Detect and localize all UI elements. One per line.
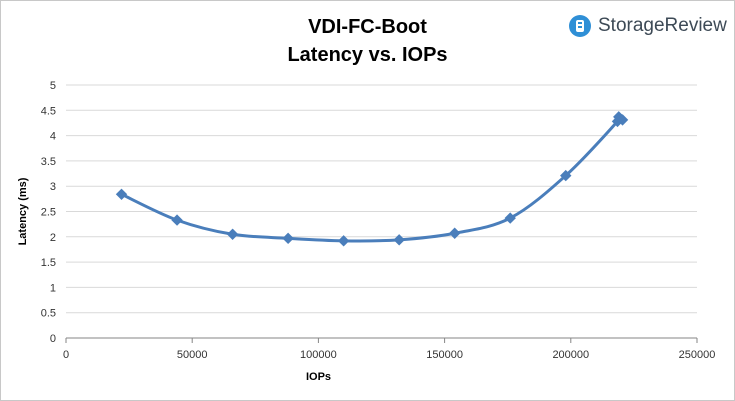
chart-title: VDI-FC-Boot — [308, 16, 427, 38]
data-point — [226, 228, 239, 240]
x-axis-ticks: 0 50000 100000 150000 200000 250000 — [63, 338, 715, 361]
data-point — [171, 214, 183, 226]
y-tick-label: 5 — [50, 80, 56, 92]
x-tick-label: 0 — [63, 349, 69, 361]
data-point — [616, 114, 629, 126]
data-point — [448, 227, 461, 239]
chart-subtitle: Latency vs. IOPs — [287, 44, 448, 66]
gridlines — [66, 84, 697, 314]
data-point — [504, 212, 516, 224]
storagereview-logo: StorageReview — [568, 12, 727, 40]
y-tick-label: 1.5 — [41, 257, 56, 269]
y-axis-title: Latency (ms) — [17, 177, 29, 245]
storagereview-logo-icon — [569, 15, 591, 37]
series-markers — [115, 111, 629, 247]
data-point — [282, 232, 294, 245]
y-tick-label: 3.5 — [41, 156, 56, 168]
x-tick-label: 150000 — [426, 349, 463, 361]
y-tick-label: 2 — [50, 232, 56, 244]
x-axis-title: IOPs — [306, 371, 331, 383]
x-tick-label: 50000 — [177, 349, 208, 361]
y-tick-label: 0 — [50, 333, 56, 345]
series-line — [120, 114, 624, 243]
data-point — [560, 169, 572, 182]
y-axis-ticks: 0 0.5 1 1.5 2 2.5 3 3.5 4 4.5 5 — [41, 80, 56, 345]
x-tick-label: 100000 — [300, 349, 337, 361]
data-point — [337, 235, 350, 247]
y-tick-label: 4.5 — [41, 105, 56, 117]
data-point — [115, 188, 128, 201]
data-point — [393, 234, 405, 246]
y-tick-label: 4 — [50, 131, 56, 143]
y-tick-label: 0.5 — [41, 308, 56, 320]
y-tick-label: 1 — [50, 282, 56, 294]
y-tick-label: 2.5 — [41, 207, 56, 219]
storagereview-logo-text: StorageReview — [598, 15, 727, 36]
x-tick-label: 250000 — [679, 349, 716, 361]
y-tick-label: 3 — [50, 181, 56, 193]
x-tick-label: 200000 — [552, 349, 589, 361]
